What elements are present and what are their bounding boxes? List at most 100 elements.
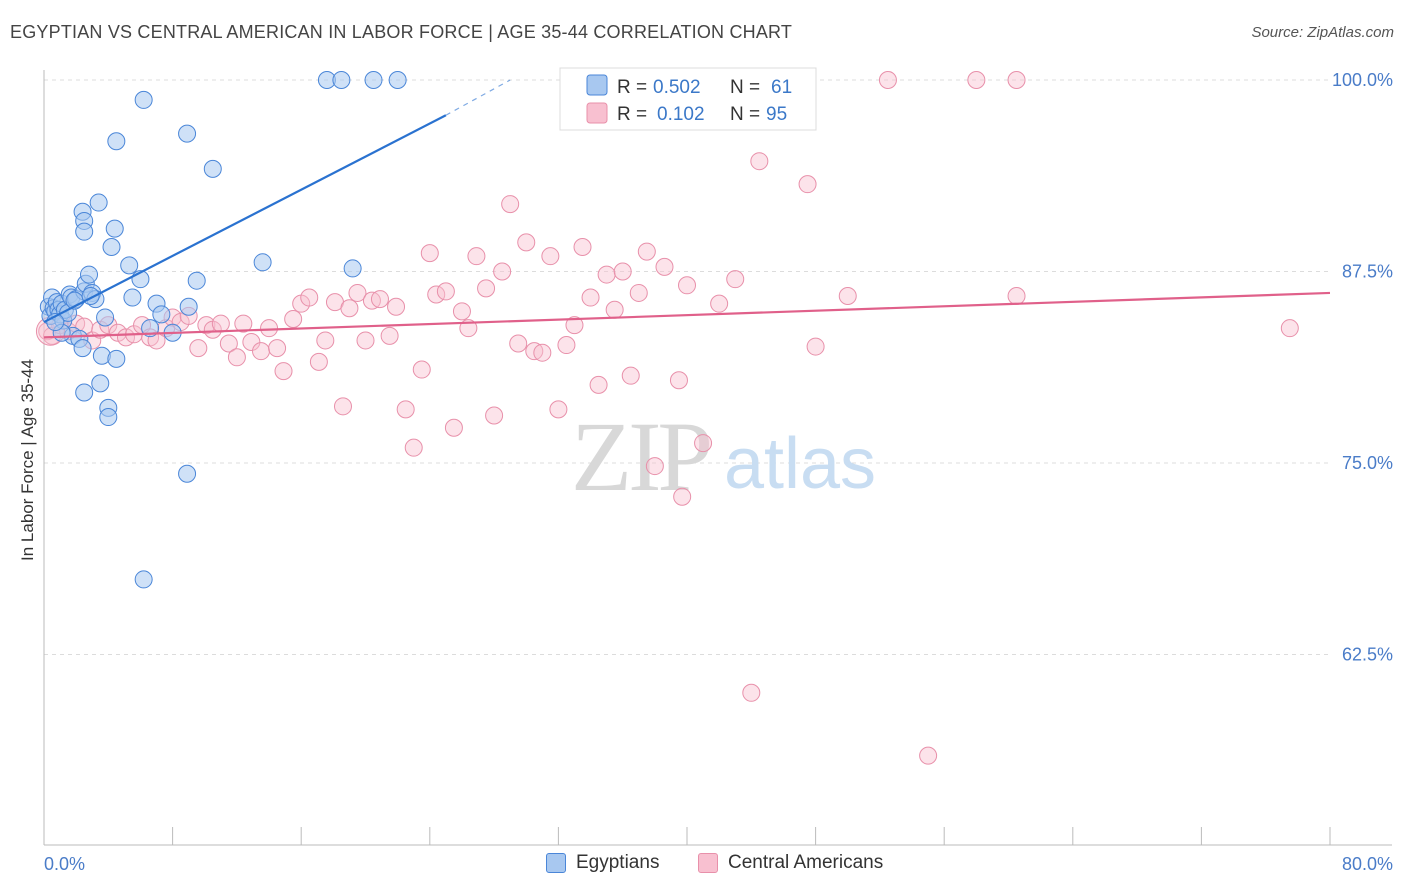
central-american-point: [309, 352, 328, 371]
central-americans-swatch: [698, 853, 718, 873]
legend-item-egyptians: Egyptians: [546, 852, 659, 874]
egyptian-point: [73, 339, 92, 358]
central-american-point: [678, 276, 696, 295]
central-american-point: [557, 336, 576, 355]
central-american-point: [565, 316, 584, 335]
trend-lines: [43, 79, 1331, 339]
central-american-point: [477, 279, 496, 298]
central-american-point: [227, 348, 246, 367]
central-american-point: [655, 257, 674, 276]
egyptians-trend-line: [43, 114, 447, 324]
egyptian-point: [253, 253, 272, 272]
egyptian-point: [134, 570, 153, 589]
egyptian-point: [134, 90, 153, 109]
x-tick-label-max: 80.0%: [1342, 854, 1393, 874]
egyptian-point: [107, 132, 126, 151]
grid-lines: [44, 79, 1330, 655]
central-american-point: [387, 297, 406, 316]
central-american-point: [589, 375, 608, 394]
egyptian-point: [343, 259, 362, 278]
legend-n-value-2: 95: [766, 104, 787, 125]
central-american-point: [581, 288, 600, 307]
y-tick-label: 62.5%: [1342, 645, 1393, 665]
y-tick-label: 87.5%: [1342, 262, 1393, 282]
egyptian-point: [99, 408, 118, 427]
central-american-point: [300, 288, 319, 307]
egyptian-point: [141, 319, 160, 338]
egyptian-point: [178, 464, 197, 483]
central-american-point: [597, 265, 616, 284]
central-american-point: [260, 319, 279, 338]
central-american-point: [621, 366, 640, 385]
central-american-point: [189, 339, 208, 358]
central-american-point: [694, 434, 713, 453]
egyptian-point: [80, 265, 99, 284]
central-american-point: [316, 331, 335, 350]
central-american-point: [509, 334, 528, 353]
central-american-point: [420, 244, 439, 263]
central-american-point: [452, 302, 471, 321]
egyptians-legend-label: Egyptians: [576, 852, 660, 873]
central-american-point: [404, 438, 423, 457]
y-tick-label: 75.0%: [1342, 453, 1393, 473]
egyptian-point: [91, 374, 110, 393]
legend-r-label-1: R =: [617, 77, 647, 98]
central-american-point: [605, 300, 624, 319]
legend-n-label-1: N =: [730, 77, 760, 98]
egyptian-point: [123, 288, 142, 307]
axes: [43, 70, 1392, 846]
central-american-point: [252, 342, 271, 361]
central-american-point: [1007, 287, 1026, 306]
central-american-point: [370, 290, 389, 309]
egyptian-point: [102, 237, 121, 256]
central-american-point: [919, 746, 938, 765]
central-american-point: [356, 331, 375, 350]
egyptian-point: [152, 305, 171, 324]
central-americans-points: [35, 71, 1299, 765]
egyptian-point: [105, 219, 124, 238]
central-american-point: [573, 237, 592, 256]
egyptian-point: [332, 71, 351, 89]
central-american-point: [485, 406, 504, 425]
central-american-point: [219, 334, 238, 353]
source-label: Source: ZipAtlas.com: [1251, 24, 1394, 41]
egyptians-trend-extension: [445, 79, 511, 116]
central-american-point: [348, 283, 367, 302]
legend-pink-swatch: [586, 102, 608, 124]
central-american-point: [268, 339, 287, 358]
central-american-point: [380, 326, 399, 345]
central-american-point: [629, 283, 648, 302]
central-american-point: [340, 299, 359, 318]
egyptian-point: [364, 71, 383, 89]
central-american-point: [427, 285, 446, 304]
central-american-point: [211, 314, 230, 333]
watermark: ZIP atlas: [571, 401, 876, 512]
central-american-point: [742, 683, 761, 702]
egyptians-points: [39, 71, 407, 589]
central-american-point: [967, 71, 986, 89]
central-american-point: [613, 262, 632, 281]
central-american-point: [396, 400, 415, 419]
y-tick-label: 100.0%: [1332, 70, 1393, 90]
central-american-point: [541, 247, 560, 266]
central-american-point: [1280, 319, 1299, 338]
egyptians-swatch: [546, 853, 566, 873]
egyptian-point: [75, 222, 94, 241]
central-american-point: [673, 487, 692, 506]
central-american-point: [750, 152, 769, 171]
egyptian-point: [75, 383, 94, 402]
central-american-point: [467, 247, 486, 266]
watermark-atlas: atlas: [724, 424, 876, 504]
legend-n-label-2: N =: [730, 104, 760, 125]
egyptian-point: [178, 124, 197, 143]
central-american-point: [242, 332, 261, 351]
legend-box: R = 0.502 N = 61 R = 0.102 N = 95: [559, 67, 817, 131]
legend-n-value-1: 61: [771, 77, 792, 98]
central-american-point: [710, 294, 729, 313]
x-tick-label-min: 0.0%: [44, 854, 85, 874]
legend-r-label-2: R =: [617, 104, 647, 125]
egyptian-point: [388, 71, 407, 89]
egyptian-point: [89, 193, 108, 212]
central-american-point: [412, 360, 431, 379]
